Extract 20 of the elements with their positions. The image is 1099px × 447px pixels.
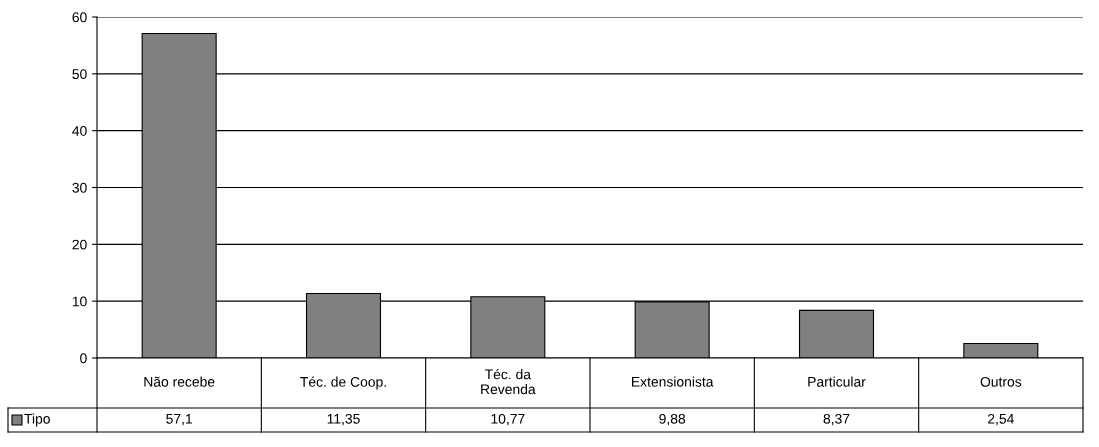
y-tick-label: 40	[72, 126, 87, 136]
data-label: 57,1	[166, 414, 193, 426]
y-tick-label: 10	[72, 296, 87, 307]
x-tick-label: Outros	[980, 376, 1022, 387]
y-tick-label: 60	[72, 12, 87, 23]
y-tick-label: 0	[80, 353, 87, 364]
x-tick-label: Téc. de Coop.	[300, 376, 386, 390]
data-label: 10,77	[491, 413, 525, 426]
data-label: 8,37	[823, 413, 850, 426]
y-tick-label: 30	[72, 182, 87, 193]
x-tick-label: Téc. da Revenda	[481, 368, 536, 395]
x-tick-label: Particular	[808, 376, 866, 387]
data-label: 9,88	[659, 413, 686, 426]
data-label: 2,54	[988, 413, 1014, 426]
data-label: 11,35	[327, 413, 360, 426]
x-tick-label: Extensionista	[632, 376, 714, 387]
y-tick-label: 20	[72, 239, 87, 250]
legend-label: Tipo	[24, 413, 50, 427]
x-tick-label: Não recebe	[144, 376, 215, 387]
y-tick-label: 50	[72, 69, 87, 79]
